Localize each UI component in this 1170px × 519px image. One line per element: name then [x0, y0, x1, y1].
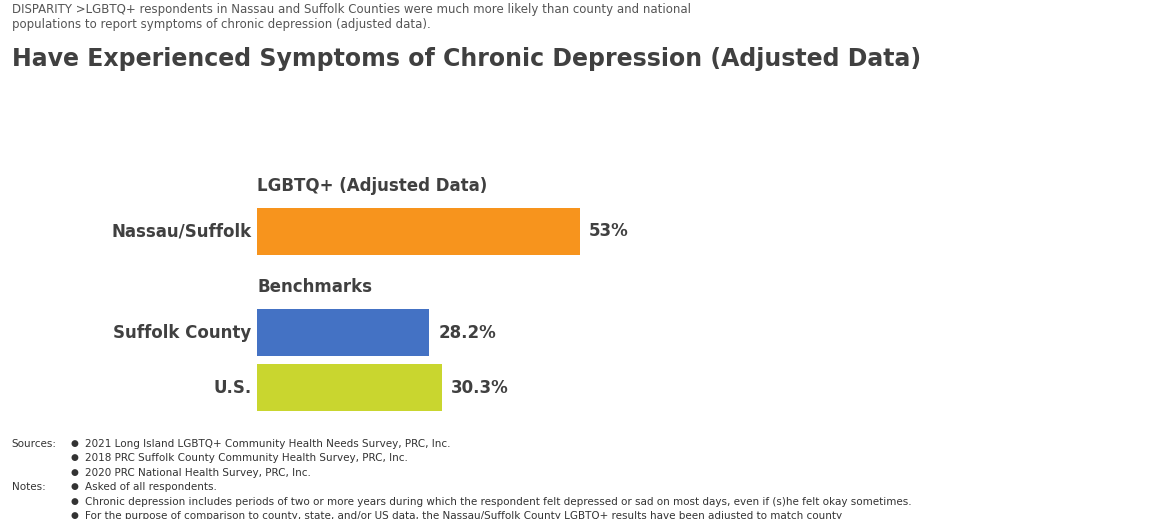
Text: ●: ● [70, 468, 78, 476]
Bar [257, 364, 442, 411]
Text: Benchmarks: Benchmarks [257, 279, 372, 296]
Text: Chronic depression includes periods of two or more years during which the respon: Chronic depression includes periods of t… [85, 497, 913, 507]
Text: DISPARITY >LGBTQ+ respondents in Nassau and Suffolk Counties were much more like: DISPARITY >LGBTQ+ respondents in Nassau … [12, 3, 690, 31]
Text: Have Experienced Symptoms of Chronic Depression (Adjusted Data): Have Experienced Symptoms of Chronic Dep… [12, 47, 921, 71]
Text: ●: ● [70, 511, 78, 519]
Text: 30.3%: 30.3% [452, 378, 509, 397]
Text: Nassau/Suffolk: Nassau/Suffolk [111, 222, 252, 240]
Text: For the purpose of comparison to county, state, and/or US data, the Nassau/Suffo: For the purpose of comparison to county,… [85, 511, 842, 519]
Text: U.S.: U.S. [213, 378, 252, 397]
Bar [257, 309, 429, 356]
Text: 2020 PRC National Health Survey, PRC, Inc.: 2020 PRC National Health Survey, PRC, In… [85, 468, 311, 477]
Text: ●: ● [70, 497, 78, 506]
Text: 2021 Long Island LGBTQ+ Community Health Needs Survey, PRC, Inc.: 2021 Long Island LGBTQ+ Community Health… [85, 439, 450, 448]
Text: 53%: 53% [590, 222, 629, 240]
Text: Sources:: Sources: [12, 439, 56, 448]
Text: Notes:: Notes: [12, 482, 46, 492]
Text: ●: ● [70, 482, 78, 491]
Text: Suffolk County: Suffolk County [113, 324, 252, 342]
Text: Asked of all respondents.: Asked of all respondents. [85, 482, 218, 492]
Text: 28.2%: 28.2% [439, 324, 496, 342]
Text: ●: ● [70, 439, 78, 447]
Bar [257, 208, 580, 255]
Text: LGBTQ+ (Adjusted Data): LGBTQ+ (Adjusted Data) [257, 177, 488, 195]
Text: ●: ● [70, 453, 78, 462]
Text: 2018 PRC Suffolk County Community Health Survey, PRC, Inc.: 2018 PRC Suffolk County Community Health… [85, 453, 408, 463]
